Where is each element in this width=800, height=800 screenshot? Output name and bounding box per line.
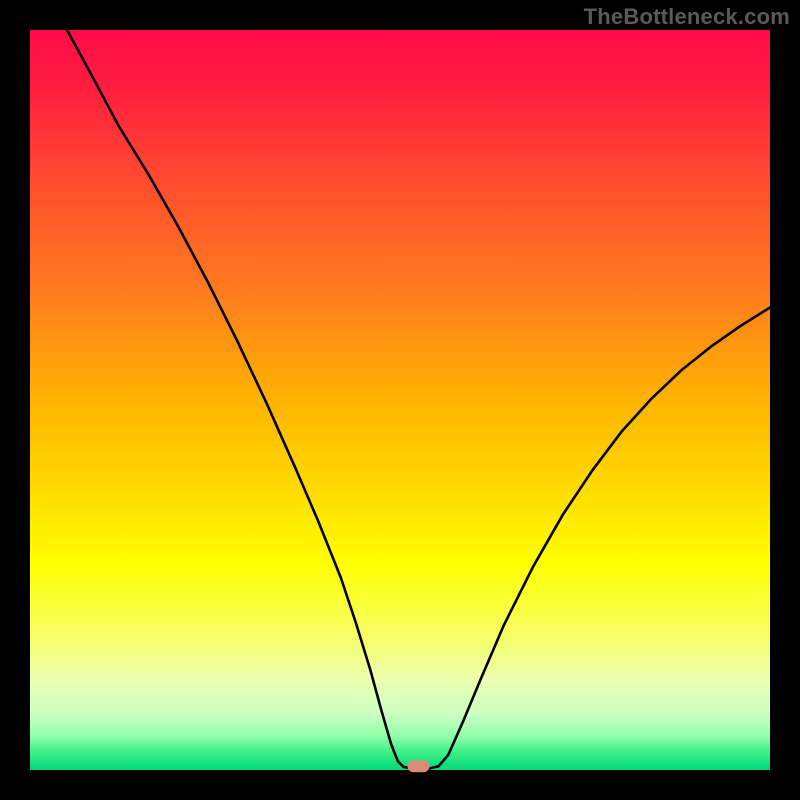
optimal-marker [408, 760, 430, 772]
chart-background [30, 30, 770, 770]
bottleneck-chart [0, 0, 800, 800]
